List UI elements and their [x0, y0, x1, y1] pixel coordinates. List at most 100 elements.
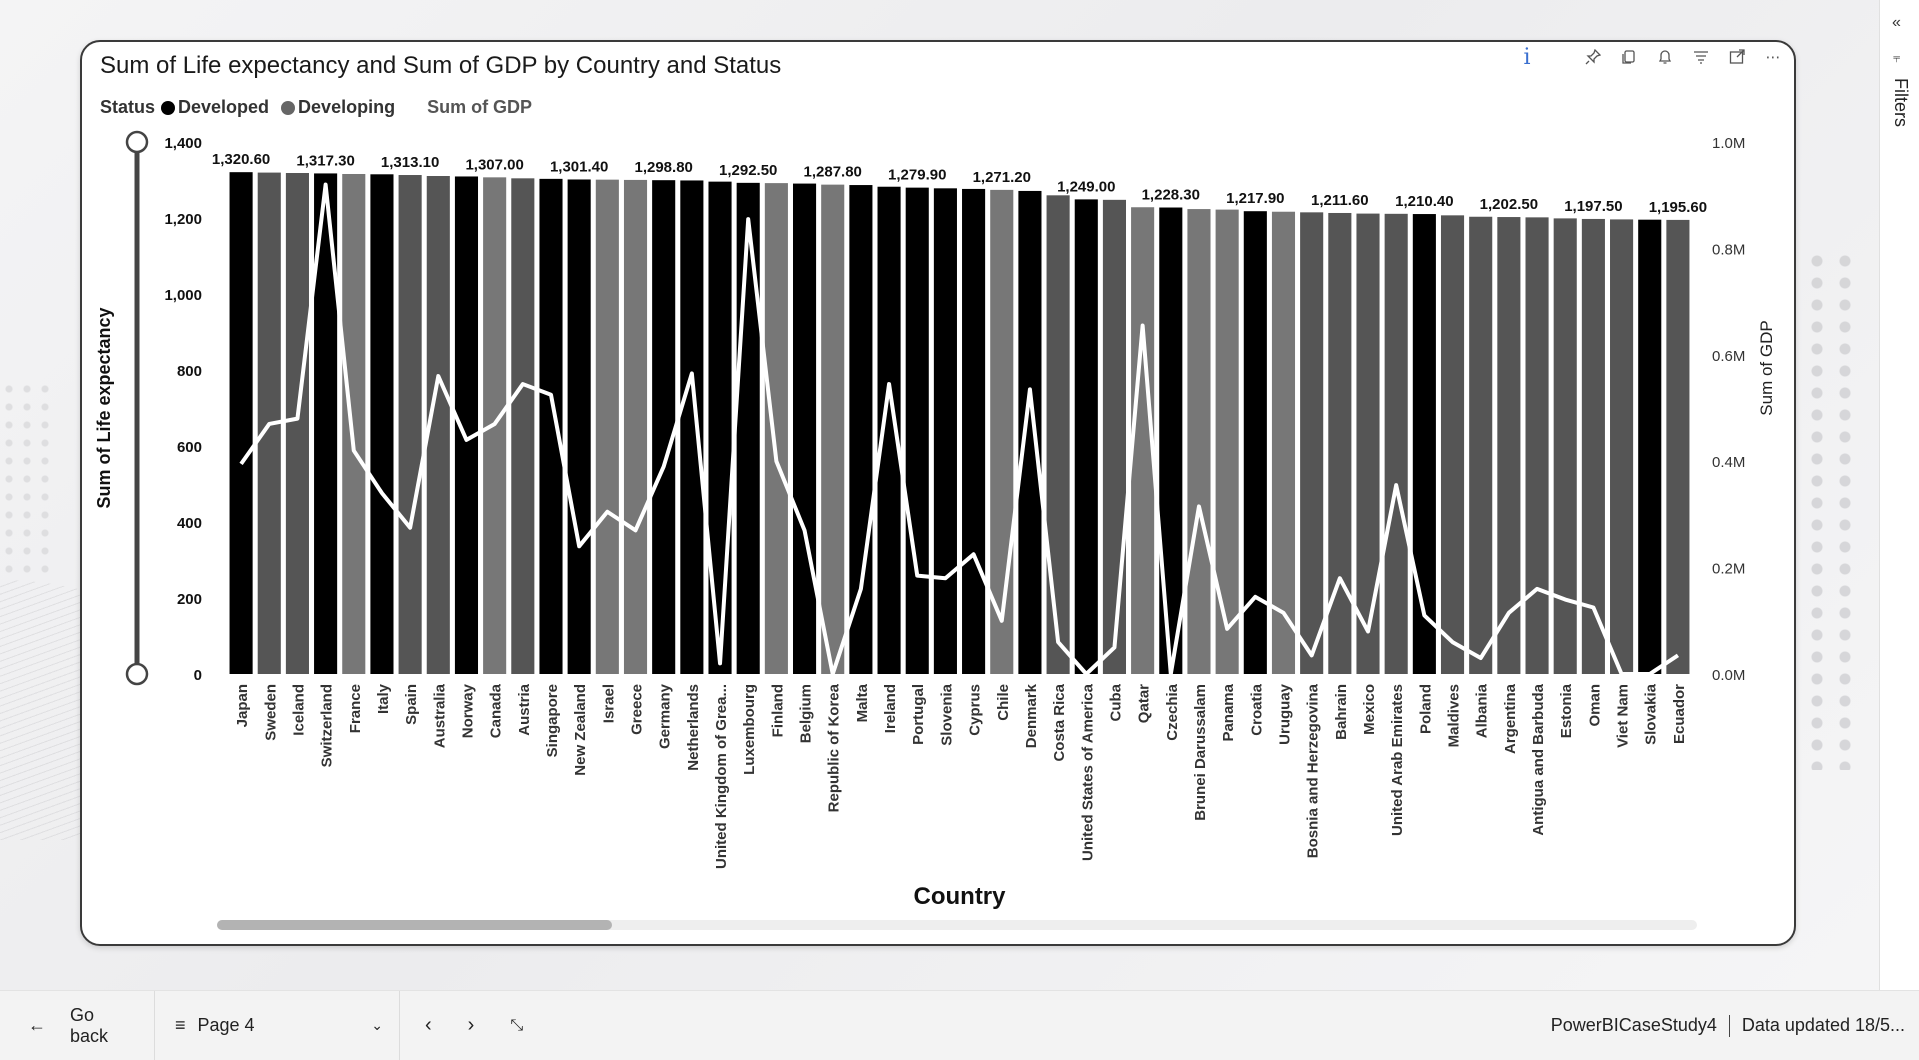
bar-panama[interactable] [1215, 209, 1239, 675]
bar-ireland[interactable] [877, 186, 901, 674]
bell-icon[interactable] [1654, 46, 1676, 68]
x-axis-tick-label: Slovakia [1643, 683, 1660, 745]
data-label: 1,320.60 [212, 151, 270, 168]
bar-spain[interactable] [398, 175, 422, 674]
chart-plot-area[interactable]: Sum of Life expectancy Sum of GDP 0 200 400 6… [82, 42, 1798, 948]
data-label: 1,287.80 [804, 164, 862, 181]
pin-icon[interactable] [1582, 46, 1604, 68]
bar-oman[interactable] [1581, 218, 1605, 674]
range-slider-handle-top[interactable] [125, 130, 149, 154]
bar-croatia[interactable] [1243, 211, 1267, 674]
go-back-button[interactable]: ← Go back [0, 991, 155, 1060]
x-axis-title: Country [914, 883, 1007, 910]
double-chevron-left-icon[interactable]: « [1892, 14, 1901, 31]
x-axis-tick-label: Switzerland [319, 684, 336, 767]
bar-ecuador[interactable] [1666, 219, 1690, 674]
bar-antigua-and-barbuda[interactable] [1525, 217, 1549, 674]
bar-qatar[interactable] [1131, 207, 1155, 674]
bar-slovakia[interactable] [1638, 219, 1662, 674]
bar-austria[interactable] [511, 178, 535, 674]
filters-pane[interactable]: « ⫧ Filters [1879, 0, 1919, 990]
bar-chile[interactable] [990, 189, 1014, 674]
bar-czechia[interactable] [1159, 207, 1183, 674]
more-options-icon[interactable]: ⋯ [1765, 49, 1781, 66]
bar-portugal[interactable] [905, 187, 929, 674]
bar-albania[interactable] [1469, 216, 1493, 674]
bar-brunei-darussalam[interactable] [1187, 209, 1211, 674]
bar-uruguay[interactable] [1271, 211, 1296, 675]
bar-maldives[interactable] [1440, 215, 1465, 674]
bar-switzerland[interactable] [314, 173, 338, 674]
horizontal-scrollbar-thumb[interactable] [217, 920, 612, 930]
filters-pane-label[interactable]: Filters [1891, 78, 1911, 127]
y-axis-tick-label: 0 [194, 667, 202, 684]
bar-iceland[interactable] [285, 173, 309, 674]
bar-bosnia-and-herzegovina[interactable] [1300, 212, 1324, 674]
bar-costa-rica[interactable] [1046, 195, 1070, 674]
x-axis-tick-label: Netherlands [685, 684, 702, 771]
bar-mexico[interactable] [1356, 213, 1380, 675]
bar-finland[interactable] [764, 183, 788, 674]
x-axis-tick-label: Antigua and Barbuda [1530, 683, 1547, 835]
horizontal-scrollbar-track[interactable] [217, 920, 1697, 930]
bar-denmark[interactable] [1018, 190, 1042, 674]
next-page-icon[interactable]: › [467, 1014, 475, 1036]
previous-page-icon[interactable]: ‹ [425, 1014, 432, 1036]
bar-slovenia[interactable] [933, 188, 957, 674]
bar-poland[interactable] [1412, 214, 1436, 674]
legend-item-developing[interactable]: Developing [281, 97, 395, 118]
x-axis-tick-label: Qatar [1136, 684, 1153, 723]
info-icon[interactable]: i [1523, 44, 1531, 70]
bar-estonia[interactable] [1553, 218, 1577, 674]
collapse-icon[interactable]: ⤡ [510, 1016, 524, 1034]
bar-republic-of-korea[interactable] [821, 184, 845, 675]
bar-japan[interactable] [229, 172, 253, 674]
x-axis-tick-label: Italy [375, 683, 392, 714]
chevron-down-icon: ⌄ [371, 1017, 383, 1033]
bar-viet-nam[interactable] [1610, 219, 1634, 674]
data-label: 1,307.00 [465, 156, 523, 173]
bar-greece[interactable] [623, 179, 648, 674]
bar-australia[interactable] [426, 176, 450, 674]
copy-icon[interactable] [1618, 46, 1640, 68]
bar-bahrain[interactable] [1328, 212, 1352, 674]
x-axis-tick-label: Poland [1417, 684, 1434, 734]
x-axis-tick-label: Finland [769, 684, 786, 737]
y-axis-tick-label: 800 [177, 363, 202, 380]
bar-cyprus[interactable] [962, 188, 986, 674]
x-axis-tick-label: Bahrain [1333, 684, 1350, 740]
bar-new-zealand[interactable] [567, 179, 591, 674]
bar-argentina[interactable] [1497, 217, 1521, 675]
bar-malta[interactable] [849, 185, 873, 674]
bar-israel[interactable] [595, 179, 619, 674]
bar-norway[interactable] [454, 176, 479, 674]
legend-marker-developing [281, 100, 296, 115]
bar-germany[interactable] [652, 180, 676, 674]
legend-item-developed[interactable]: Developed [161, 97, 269, 118]
bar-italy[interactable] [370, 174, 394, 675]
filter-icon[interactable] [1690, 46, 1712, 68]
separator [1728, 1014, 1730, 1037]
bar-united-arab-emirates[interactable] [1384, 213, 1408, 674]
bar-united-states-of-america[interactable] [1074, 199, 1098, 674]
bar-france[interactable] [342, 173, 366, 674]
focus-mode-icon[interactable] [1726, 46, 1748, 68]
x-axis-tick-label: Cuba [1107, 683, 1124, 721]
report-info: PowerBICaseStudy4 Data updated 18/5... [1551, 1014, 1919, 1037]
bar-luxembourg[interactable] [736, 182, 760, 674]
bar-cuba[interactable] [1102, 199, 1127, 674]
legend-item-gdp[interactable]: Sum of GDP [427, 97, 533, 117]
range-slider-handle-bottom[interactable] [125, 662, 149, 686]
x-axis-tick-label: Czechia [1164, 683, 1181, 740]
data-label: 1,228.30 [1142, 187, 1200, 204]
page-dropdown-label: Page 4 [197, 1015, 255, 1035]
page-dropdown[interactable]: ≡ Page 4 ⌄ [155, 991, 400, 1060]
bar-belgium[interactable] [792, 183, 817, 674]
x-axis-tick-label: Luxembourg [741, 684, 758, 775]
combo-chart-visual[interactable]: Sum of Life expectancy and Sum of GDP by… [80, 40, 1796, 946]
bar-netherlands[interactable] [680, 180, 704, 674]
bar-singapore[interactable] [539, 178, 563, 675]
legend-title: Status [100, 97, 156, 117]
x-axis-tick-label: Spain [403, 684, 420, 725]
gdp-line-series[interactable] [239, 182, 1680, 676]
